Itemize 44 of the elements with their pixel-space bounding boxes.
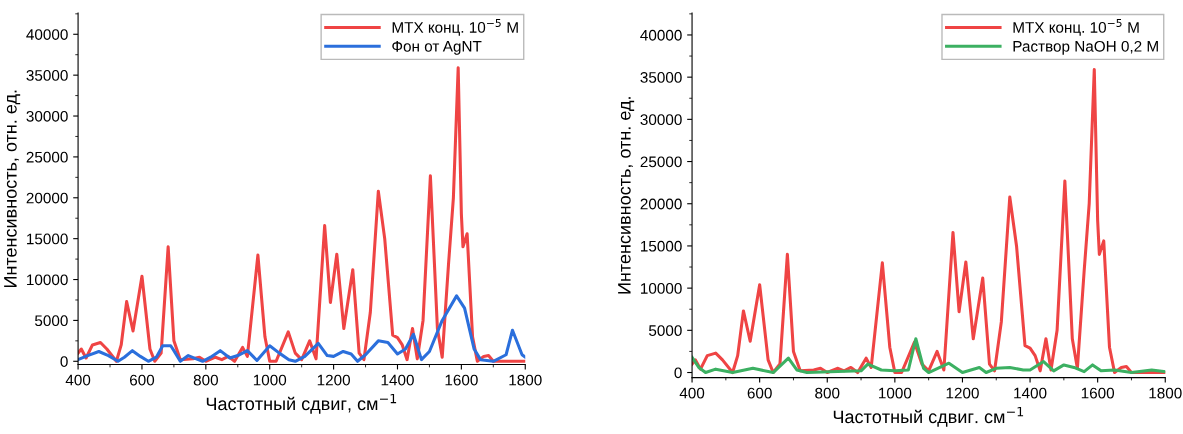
line-series (692, 337, 1166, 375)
y-tick-label: 35000 (26, 70, 68, 81)
y-tick-label: 25000 (26, 151, 68, 163)
x-tick-label: 1600 (1081, 387, 1115, 399)
x-tick-label: 600 (747, 387, 772, 399)
legend-label: MTX конц. 10$^{−5}$ M (1013, 19, 1139, 36)
y-tick-label: 35000 (640, 72, 682, 83)
x-axis-title: Частотный сдвиг, см$^{−1}$ (206, 393, 397, 414)
line-series (692, 68, 1166, 375)
x-tick-label: 1200 (317, 374, 350, 386)
y-axis-title: Интенсивность, отн. ед. (4, 90, 21, 288)
y-tick-label: 5000 (648, 325, 682, 337)
x-tick-label: 1400 (381, 374, 414, 386)
x-tick-label: 1800 (509, 374, 542, 386)
x-tick-label: 1200 (946, 387, 979, 399)
x-tick-label: 1000 (253, 374, 287, 386)
x-tick-label: 1600 (445, 374, 478, 386)
y-tick-label: 30000 (26, 110, 68, 122)
y-tick-label: 0 (674, 367, 682, 379)
y-axis-title: Интенсивность, отн. ед. (618, 97, 635, 294)
x-tick-label: 800 (193, 374, 218, 386)
x-tick-label: 400 (679, 387, 705, 399)
x-tick-label: 1800 (1149, 387, 1182, 399)
y-tick-label: 20000 (26, 192, 68, 204)
x-tick-label: 1000 (879, 387, 912, 399)
x-tick-label: 1400 (1014, 387, 1047, 399)
x-tick-label: 600 (129, 374, 155, 386)
legend-label: MTX конц. 10$^{−5}$ M (392, 19, 518, 36)
y-tick-label: 20000 (640, 198, 682, 210)
y-tick-label: 25000 (640, 156, 682, 168)
y-tick-label: 40000 (640, 29, 682, 41)
y-tick-label: 0 (60, 356, 68, 367)
y-tick-label: 15000 (27, 233, 68, 245)
y-tick-label: 30000 (640, 114, 682, 126)
x-tick-label: 800 (815, 387, 840, 399)
legend-label: Фон от AgNT (392, 41, 482, 55)
y-tick-label: 5000 (34, 315, 68, 327)
y-tick-label: 10000 (27, 274, 68, 286)
x-tick-label: 400 (65, 374, 91, 386)
x-axis-title: Частотный сдвиг. см$^{−1}$ (833, 406, 1024, 427)
legend-label: Раствор NaOH 0,2 M (1013, 40, 1158, 55)
y-tick-label: 40000 (26, 29, 68, 40)
y-tick-label: 10000 (641, 283, 682, 294)
y-tick-label: 15000 (641, 240, 682, 252)
